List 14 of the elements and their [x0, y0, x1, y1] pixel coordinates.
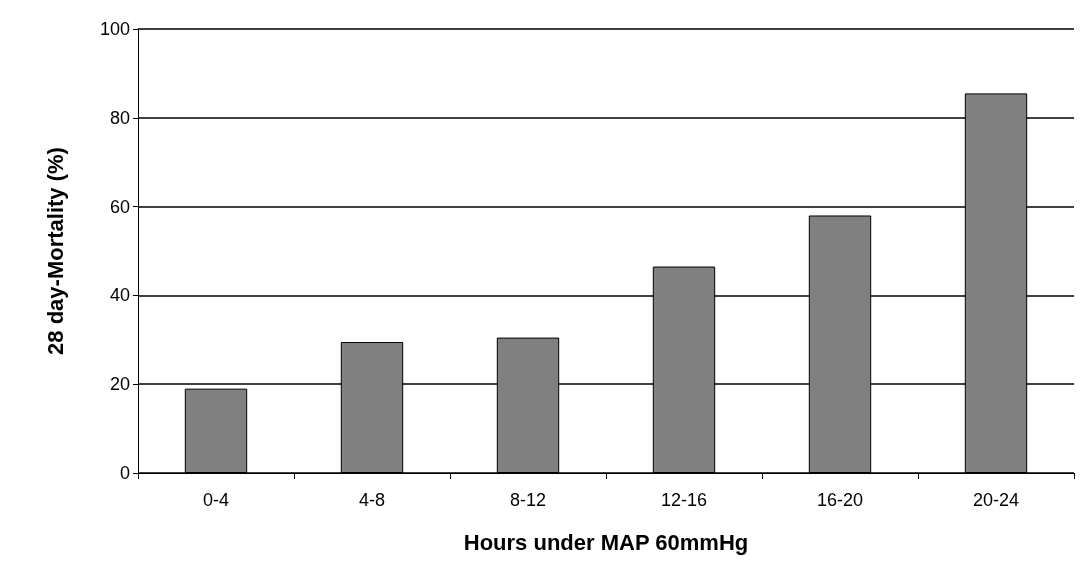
x-tick-label: 8-12: [509, 490, 547, 510]
y-tick-label: 100: [99, 19, 130, 39]
y-axis-title: 28 day-Mortality (%): [42, 147, 68, 355]
y-tick-label: 0: [119, 463, 130, 483]
x-tick-label: 20-24: [972, 490, 1020, 510]
x-tick-label: 12-16: [660, 490, 708, 510]
y-tick-label: 60: [109, 196, 130, 217]
y-tick-label: 40: [109, 285, 130, 306]
x-tick-label: 4-8: [358, 490, 386, 510]
y-tick-label: 20: [109, 374, 130, 395]
x-axis-title: Hours under MAP 60mmHg: [463, 529, 749, 555]
y-tick-label: 80: [109, 107, 130, 128]
x-tick-label: 16-20: [816, 490, 864, 510]
x-tick-label: 0-4: [202, 490, 230, 510]
